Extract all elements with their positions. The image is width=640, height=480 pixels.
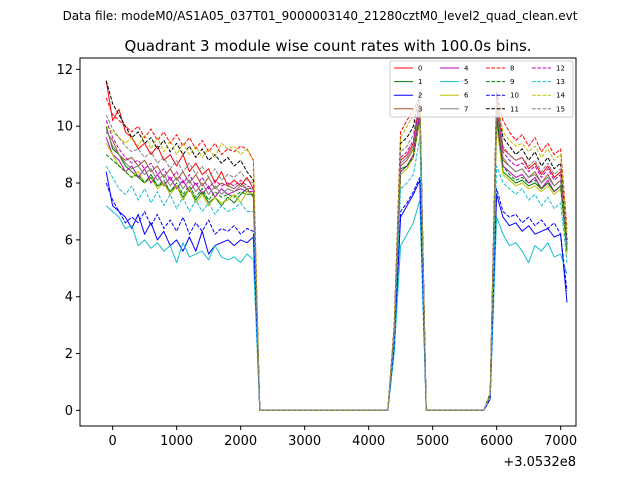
legend-label-5: 5 [464,78,468,86]
legend-label-12: 12 [556,65,565,73]
legend-label-13: 13 [556,78,565,86]
legend-label-8: 8 [510,65,514,73]
x-tick-label: 0 [108,434,116,449]
x-tick-label: 5000 [416,434,449,449]
legend-label-7: 7 [464,105,468,113]
x-tick-label: 2000 [224,434,257,449]
legend-label-10: 10 [510,92,519,100]
y-tick-label: 2 [65,347,73,362]
legend-frame [389,60,574,118]
legend-label-14: 14 [556,92,565,100]
legend-label-6: 6 [464,92,469,100]
legend-label-3: 3 [418,105,422,113]
y-tick-label: 12 [56,63,73,78]
legend-label-4: 4 [464,65,469,73]
legend-label-1: 1 [418,78,422,86]
x-offset-label: +3.0532e8 [503,455,576,470]
legend-label-0: 0 [418,65,422,73]
legend-label-2: 2 [418,92,422,100]
series-line-15 [105,97,568,411]
x-tick-label: 3000 [288,434,321,449]
y-tick-label: 0 [65,404,73,419]
y-tick-label: 6 [65,233,73,248]
x-tick-label: 1000 [160,434,193,449]
x-tick-label: 4000 [352,434,385,449]
chart-title: Quadrant 3 module wise count rates with … [124,37,531,55]
x-tick-label: 6000 [480,434,513,449]
y-tick-label: 10 [56,120,73,135]
figure-suptitle: Data file: modeM0/AS1A05_037T01_90000031… [63,9,578,23]
x-tick-label: 7000 [544,434,577,449]
series-layer [105,80,568,411]
y-tick-label: 8 [65,177,73,192]
legend-label-15: 15 [556,105,565,113]
legend-label-11: 11 [510,105,519,113]
y-tick-label: 4 [65,290,73,305]
legend-label-9: 9 [510,78,514,86]
plot-frame [79,57,577,427]
